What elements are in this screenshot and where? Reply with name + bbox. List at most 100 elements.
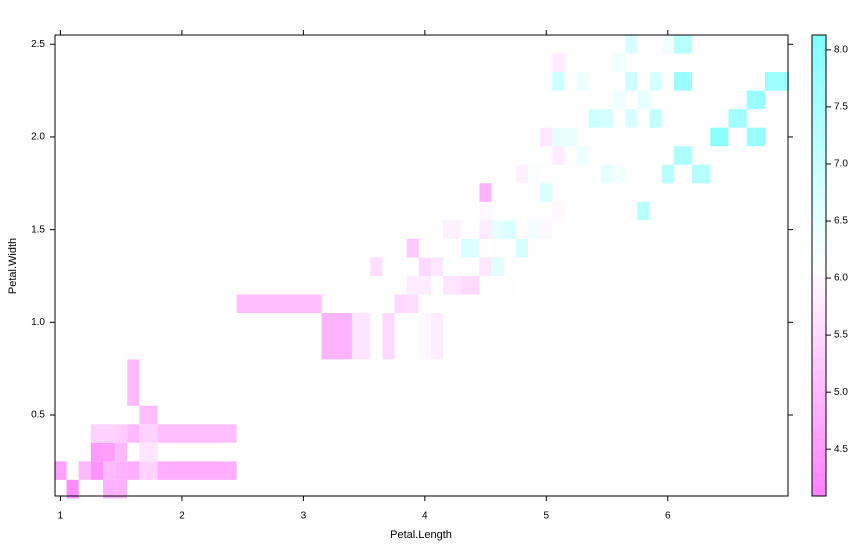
cell <box>600 164 614 184</box>
colorkey-band <box>812 219 826 232</box>
cell <box>661 164 674 184</box>
colorkey-band <box>812 35 826 48</box>
cell <box>102 442 116 462</box>
cell <box>479 183 492 202</box>
cell <box>649 109 662 128</box>
cell <box>139 405 158 425</box>
colorkey-band <box>812 403 826 416</box>
cell <box>479 201 492 221</box>
y-axis-label: Petal.Width <box>7 238 19 294</box>
cell <box>406 294 419 314</box>
cell <box>503 275 516 295</box>
cell <box>90 442 103 462</box>
cell <box>528 220 541 239</box>
colorkey-band <box>812 161 826 174</box>
cell <box>321 313 352 360</box>
cell <box>764 72 790 91</box>
cell <box>576 72 589 91</box>
cell <box>102 461 116 480</box>
cell <box>552 53 565 73</box>
cell <box>430 313 444 360</box>
colorkey-band <box>812 58 826 71</box>
cell <box>637 201 650 221</box>
cell <box>370 257 383 276</box>
colorkey-band <box>812 69 826 82</box>
colorkey-band <box>812 461 826 474</box>
colorkey-tick-label: 7.5 <box>834 102 848 113</box>
cell <box>139 424 158 443</box>
cell <box>351 313 371 360</box>
cell <box>479 257 492 276</box>
colorkey-band <box>812 115 826 128</box>
cell <box>552 146 565 165</box>
colorkey-band <box>812 449 826 462</box>
y-tick-label: 2.5 <box>31 39 45 50</box>
cell <box>746 90 765 110</box>
colorkey-tick-label: 6.0 <box>834 273 848 284</box>
colorkey-band <box>812 323 826 336</box>
cell <box>673 146 693 165</box>
cell <box>78 461 91 480</box>
cell <box>479 220 492 239</box>
cell <box>515 238 529 258</box>
cell <box>394 294 407 314</box>
cell <box>418 257 431 276</box>
plot-frame <box>54 34 789 497</box>
colorkey-band <box>812 369 826 382</box>
colorkey-band <box>812 92 826 105</box>
colorkey-tick-label: 5.0 <box>834 387 848 398</box>
colorkey-band <box>812 415 826 428</box>
colorkey-tick-label: 7.0 <box>834 159 848 170</box>
y-tick-label: 2.0 <box>31 132 45 143</box>
cell <box>552 201 565 221</box>
colorkey-band <box>812 438 826 451</box>
cell <box>661 35 674 54</box>
colorkey-frame <box>811 34 827 497</box>
cell <box>491 238 504 258</box>
cell <box>115 424 128 443</box>
colorkey-band <box>812 288 826 301</box>
colorkey-band <box>812 127 826 140</box>
cell <box>625 109 638 128</box>
cell <box>649 72 662 91</box>
colorkey-band <box>812 277 826 290</box>
colorkey-band <box>812 472 826 485</box>
cell <box>236 294 322 314</box>
cell <box>613 53 626 73</box>
cell <box>461 238 480 258</box>
x-tick-label: 6 <box>665 511 671 522</box>
cell <box>540 127 553 147</box>
colorkey-band <box>812 173 826 186</box>
colorkey-band <box>812 392 826 405</box>
cell <box>157 424 237 443</box>
cell <box>576 146 589 165</box>
colorkey-tick-label: 8.0 <box>834 44 848 55</box>
y-tick-label: 1.5 <box>31 224 45 235</box>
cell <box>443 275 462 295</box>
colorkey-band <box>812 150 826 163</box>
cell <box>90 461 103 480</box>
cell <box>625 72 638 91</box>
cell <box>102 479 116 499</box>
colorkey-band <box>812 81 826 94</box>
cell <box>127 359 140 406</box>
y-tick-label: 0.5 <box>31 410 45 421</box>
x-tick-label: 2 <box>179 511 185 522</box>
colorkey-band <box>812 196 826 209</box>
y-tick-label: 1.0 <box>31 317 45 328</box>
cell <box>625 35 638 54</box>
cell <box>613 238 626 258</box>
cell <box>515 164 529 184</box>
x-tick-label: 4 <box>422 511 428 522</box>
x-tick-label: 5 <box>544 511 550 522</box>
cell <box>528 164 541 184</box>
cell <box>115 442 128 462</box>
cell <box>102 424 116 443</box>
cell <box>692 164 711 184</box>
cell <box>66 479 79 499</box>
cell <box>127 424 140 443</box>
cell <box>54 461 67 480</box>
colorkey-tick-label: 5.5 <box>834 330 848 341</box>
colorkey-band <box>812 300 826 313</box>
colorkey-band <box>812 230 826 243</box>
